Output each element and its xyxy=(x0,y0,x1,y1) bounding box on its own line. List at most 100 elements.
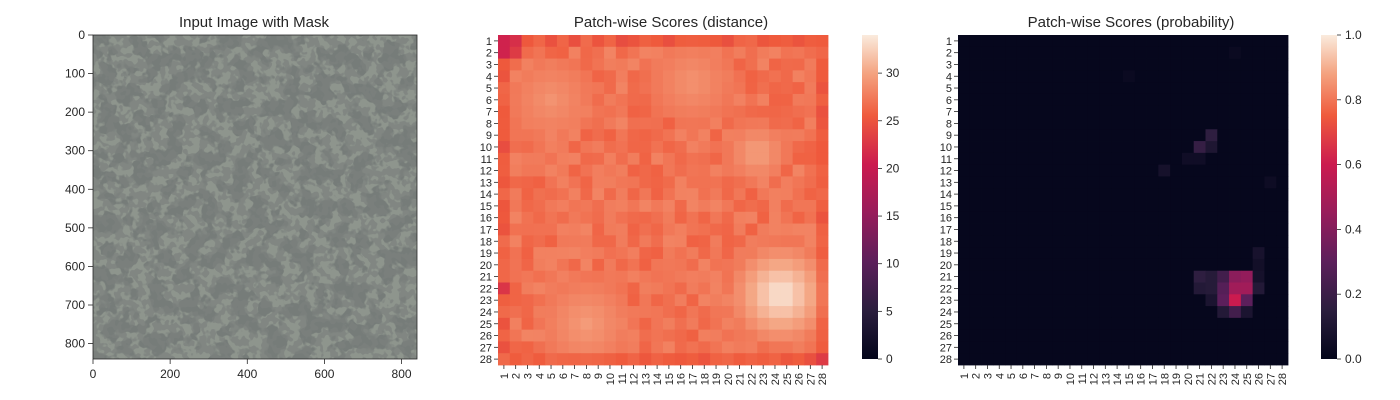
heatmap-cell xyxy=(1075,306,1089,319)
heatmap-cell xyxy=(733,306,746,319)
heatmap-cell xyxy=(498,70,511,83)
heatmap-cell xyxy=(1205,329,1218,342)
heatmap-cell xyxy=(1016,82,1030,95)
y-tick-label: 7 xyxy=(946,107,952,119)
heatmap-cell xyxy=(556,247,570,260)
heatmap-cell xyxy=(1193,270,1206,283)
heatmap-cell xyxy=(1205,294,1218,307)
heatmap-cell xyxy=(1064,223,1077,236)
heatmap-cell xyxy=(1276,70,1289,83)
heatmap-cell xyxy=(816,317,829,331)
heatmap-cell xyxy=(816,235,829,248)
heatmap-cell xyxy=(958,353,971,366)
heatmap-cell xyxy=(1170,105,1183,118)
heatmap-cell xyxy=(1134,200,1147,213)
heatmap-cell xyxy=(981,70,994,83)
heatmap-cell xyxy=(1181,223,1195,236)
heatmap-cell xyxy=(1123,317,1136,331)
colorbar-tick-label: 0.6 xyxy=(1345,158,1362,172)
heatmap-cell xyxy=(698,235,711,248)
heatmap-cell xyxy=(674,247,687,260)
x-tick-label: 3 xyxy=(982,373,994,379)
heatmap-cell xyxy=(710,294,723,307)
heatmap-cell xyxy=(698,164,711,177)
heatmap-cell xyxy=(1052,258,1065,272)
input-image-panel: Input Image with Mask 0 200 400 600 800 0100… xyxy=(65,14,418,381)
heatmap-cell xyxy=(733,129,746,142)
heatmap-cell xyxy=(780,164,794,177)
heatmap-cell xyxy=(1075,223,1089,236)
heatmap-cell xyxy=(1064,306,1077,319)
x-tick-label: 4 xyxy=(994,373,1006,379)
heatmap-cell xyxy=(1005,282,1018,295)
heatmap-cell xyxy=(1087,188,1100,201)
heatmap-cell xyxy=(1229,223,1242,236)
heatmap-cell xyxy=(521,329,534,342)
heatmap-cell xyxy=(1217,105,1230,118)
heatmap-cell xyxy=(627,223,640,236)
heatmap-cell xyxy=(1146,188,1159,201)
y-tick-label: 23 xyxy=(480,295,492,307)
heatmap-cell xyxy=(580,235,593,248)
heatmap-cell xyxy=(733,188,746,201)
heatmap-cell xyxy=(993,258,1006,272)
heatmap-cell xyxy=(533,317,546,331)
heatmap-cell xyxy=(733,235,746,248)
heatmap-cell xyxy=(686,294,699,307)
heatmap-cell xyxy=(769,223,782,236)
heatmap-cell xyxy=(1217,82,1230,95)
heatmap-cell xyxy=(1111,46,1124,59)
heatmap-cell xyxy=(733,176,746,189)
heatmap-cell xyxy=(1264,188,1277,201)
heatmap-cell xyxy=(533,93,546,107)
heatmap-cell xyxy=(498,329,511,342)
heatmap-cell xyxy=(1217,211,1230,224)
heatmap-cell xyxy=(663,141,676,154)
heatmap-cell xyxy=(981,211,994,224)
heatmap-cell xyxy=(1276,200,1289,213)
heatmap-cell xyxy=(686,282,699,295)
heatmap-cell xyxy=(674,46,687,59)
heatmap-cell xyxy=(1028,211,1041,224)
heatmap-cell xyxy=(1158,211,1171,224)
heatmap-cell xyxy=(1229,129,1242,142)
heatmap-cell xyxy=(769,93,782,107)
heatmap-cell xyxy=(757,164,770,177)
heatmap-cell xyxy=(521,141,534,154)
heatmap-cell xyxy=(1028,223,1041,236)
y-tick-label: 300 xyxy=(65,144,85,158)
heatmap-cell xyxy=(568,129,581,142)
heatmap-cell xyxy=(498,247,511,260)
heatmap-cell xyxy=(1064,117,1077,130)
heatmap-cell xyxy=(1099,176,1112,189)
heatmap-cell xyxy=(733,294,746,307)
x-tick-label: 27 xyxy=(1265,373,1277,385)
heatmap-cell xyxy=(509,329,522,342)
heatmap-cell xyxy=(615,258,629,272)
heatmap-cell xyxy=(686,270,699,283)
heatmap-cell xyxy=(969,294,982,307)
distance-heatmap-y-axis: 1234567891011121314151617181920212223242… xyxy=(480,36,498,366)
heatmap-cell xyxy=(981,235,994,248)
heatmap-cell xyxy=(1276,105,1289,118)
heatmap-cell xyxy=(1040,35,1053,48)
heatmap-cell xyxy=(1252,164,1265,177)
heatmap-cell xyxy=(1005,176,1018,189)
heatmap-cell xyxy=(1205,105,1218,118)
heatmap-cell xyxy=(1252,258,1265,272)
heatmap-cell xyxy=(604,105,617,118)
heatmap-cell xyxy=(1099,93,1112,107)
heatmap-cell xyxy=(651,317,664,331)
heatmap-cell xyxy=(1111,258,1124,272)
heatmap-cell xyxy=(651,93,664,107)
heatmap-cell xyxy=(969,235,982,248)
heatmap-cell xyxy=(639,152,652,166)
heatmap-cell xyxy=(969,211,982,224)
heatmap-cell xyxy=(1111,341,1124,354)
heatmap-cell xyxy=(816,353,829,366)
heatmap-cell xyxy=(1052,70,1065,83)
heatmap-cell xyxy=(568,223,581,236)
heatmap-cell xyxy=(615,93,629,107)
heatmap-cell xyxy=(686,306,699,319)
